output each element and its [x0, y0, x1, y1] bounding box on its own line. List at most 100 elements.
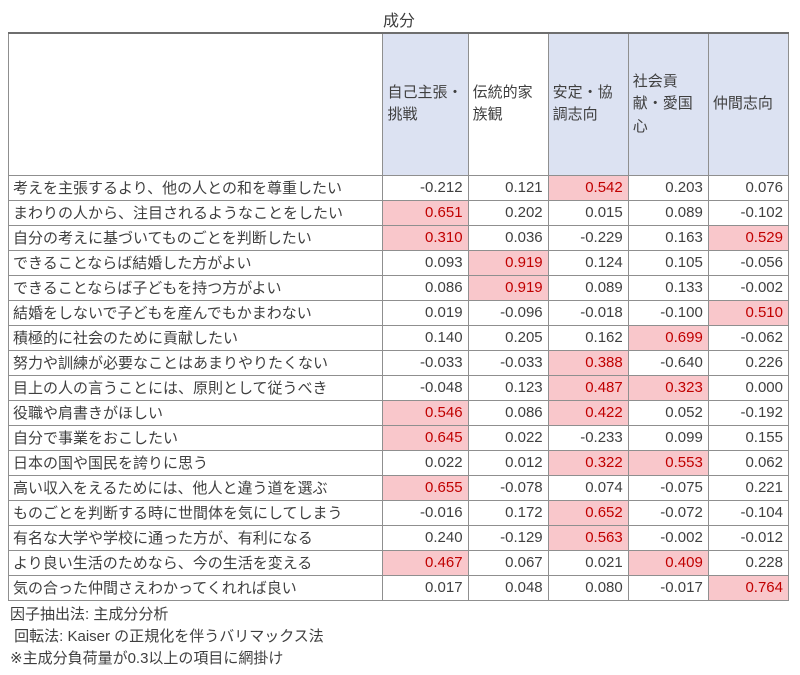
loading-value: 0.089 — [627, 199, 709, 226]
row-label: 高い収入をえるためには、他人と違う道を選ぶ — [7, 474, 384, 501]
loading-value: 0.651 — [382, 199, 469, 226]
row-label: 目上の人の言うことには、原則として従うべき — [7, 374, 384, 401]
loading-value: -0.640 — [627, 349, 709, 376]
table-row: ものごとを判断する時に世間体を気にしてしまう -0.016 0.172 0.652 -0… — [7, 499, 790, 526]
loading-value: -0.129 — [467, 524, 549, 551]
loading-value: 0.080 — [547, 574, 629, 601]
table-row: 努力や訓練が必要なことはあまりやりたくない -0.033 -0.033 0.388 -0… — [7, 349, 790, 376]
loading-value: 0.019 — [382, 299, 469, 326]
loading-value: 0.652 — [547, 499, 629, 526]
header-row: 自己主張・挑戦 伝統的家族観 安定・協調志向 社会貢献・愛国心 仲間志向 — [7, 32, 790, 176]
loading-value: 0.323 — [627, 374, 709, 401]
loading-value: -0.017 — [627, 574, 709, 601]
row-label: 日本の国や国民を誇りに思う — [7, 449, 384, 476]
loading-value: 0.086 — [467, 399, 549, 426]
loading-value: 0.228 — [707, 549, 790, 576]
loading-value: 0.388 — [547, 349, 629, 376]
loading-value: 0.409 — [627, 549, 709, 576]
row-label: 自分の考えに基づいてものごとを判断したい — [7, 224, 384, 251]
loading-value: 0.140 — [382, 324, 469, 351]
table-row: 積極的に社会のために貢献したい 0.140 0.205 0.162 0.699 -0.06… — [7, 324, 790, 351]
loading-value: 0.221 — [707, 474, 790, 501]
loading-value: -0.056 — [707, 249, 790, 276]
loading-value: 0.764 — [707, 574, 790, 601]
loading-value: -0.229 — [547, 224, 629, 251]
footnotes: 因子抽出法: 主成分分析 回転法: Kaiser の正規化を伴うバリマックス法 … — [10, 604, 800, 670]
table-row: まわりの人から、注目されるようなことをしたい 0.651 0.202 0.015 0.0… — [7, 199, 790, 226]
row-label: 考えを主張するより、他の人との和を尊重したい — [7, 174, 384, 201]
loading-value: -0.033 — [382, 349, 469, 376]
component-matrix-table: 自己主張・挑戦 伝統的家族観 安定・協調志向 社会貢献・愛国心 仲間志向 考えを主張する… — [7, 32, 790, 601]
loading-value: 0.553 — [627, 449, 709, 476]
loading-value: 0.036 — [467, 224, 549, 251]
table-title: 成分 — [382, 13, 415, 30]
row-label: まわりの人から、注目されるようなことをしたい — [7, 199, 384, 226]
loading-value: 0.542 — [547, 174, 629, 201]
loading-value: -0.192 — [707, 399, 790, 426]
loading-value: -0.072 — [627, 499, 709, 526]
loading-value: -0.002 — [627, 524, 709, 551]
loading-value: 0.017 — [382, 574, 469, 601]
footnote-rotation-method: 回転法: Kaiser の正規化を伴うバリマックス法 — [10, 627, 324, 645]
loading-value: 0.529 — [707, 224, 790, 251]
row-label: 努力や訓練が必要なことはあまりやりたくない — [7, 349, 384, 376]
loading-value: 0.162 — [547, 324, 629, 351]
loading-value: -0.075 — [627, 474, 709, 501]
row-label: 積極的に社会のために貢献したい — [7, 324, 384, 351]
table-row: 目上の人の言うことには、原則として従うべき -0.048 0.123 0.487 0.3… — [7, 374, 790, 401]
loading-value: 0.510 — [707, 299, 790, 326]
loading-value: 0.022 — [382, 449, 469, 476]
column-header-4: 社会貢献・愛国心 — [627, 32, 709, 176]
loading-value: 0.546 — [382, 399, 469, 426]
loading-value: 0.124 — [547, 249, 629, 276]
column-header-1: 自己主張・挑戦 — [382, 32, 469, 176]
column-header-2: 伝統的家族観 — [467, 32, 549, 176]
loading-value: -0.012 — [707, 524, 790, 551]
loading-value: 0.155 — [707, 424, 790, 451]
loading-value: 0.000 — [707, 374, 790, 401]
loading-value: -0.062 — [707, 324, 790, 351]
table-row: 日本の国や国民を誇りに思う 0.022 0.012 0.322 0.553 0.062 — [7, 449, 790, 476]
loading-value: -0.102 — [707, 199, 790, 226]
loading-value: 0.919 — [467, 249, 549, 276]
loading-value: 0.105 — [627, 249, 709, 276]
loading-value: 0.919 — [467, 274, 549, 301]
row-label: 自分で事業をおこしたい — [7, 424, 384, 451]
loading-value: 0.563 — [547, 524, 629, 551]
loading-value: 0.202 — [467, 199, 549, 226]
table-row: 有名な大学や学校に通った方が、有利になる 0.240 -0.129 0.563 -0.0… — [7, 524, 790, 551]
loading-value: 0.086 — [382, 274, 469, 301]
loading-value: 0.645 — [382, 424, 469, 451]
loading-value: 0.699 — [627, 324, 709, 351]
loading-value: 0.121 — [467, 174, 549, 201]
loading-value: -0.018 — [547, 299, 629, 326]
row-label: 有名な大学や学校に通った方が、有利になる — [7, 524, 384, 551]
loading-value: -0.212 — [382, 174, 469, 201]
loading-value: 0.015 — [547, 199, 629, 226]
table-body: 考えを主張するより、他の人との和を尊重したい -0.212 0.121 0.542 0.… — [7, 174, 790, 601]
row-label: できることならば結婚した方がよい — [7, 249, 384, 276]
loading-value: 0.240 — [382, 524, 469, 551]
loading-value: 0.048 — [467, 574, 549, 601]
loading-value: 0.062 — [707, 449, 790, 476]
loading-value: 0.099 — [627, 424, 709, 451]
loading-value: 0.226 — [707, 349, 790, 376]
loading-value: 0.133 — [627, 274, 709, 301]
loading-value: -0.033 — [467, 349, 549, 376]
loading-value: 0.467 — [382, 549, 469, 576]
table-row: 考えを主張するより、他の人との和を尊重したい -0.212 0.121 0.542 0.… — [7, 174, 790, 201]
column-header-5: 仲間志向 — [707, 32, 790, 176]
loading-value: 0.655 — [382, 474, 469, 501]
footnote-shading-note: ※主成分負荷量が0.3以上の項目に網掛け — [10, 649, 284, 667]
loading-value: -0.104 — [707, 499, 790, 526]
loading-value: 0.172 — [467, 499, 549, 526]
loading-value: 0.093 — [382, 249, 469, 276]
row-label: 役職や肩書きがほしい — [7, 399, 384, 426]
loading-value: 0.089 — [547, 274, 629, 301]
loading-value: -0.078 — [467, 474, 549, 501]
row-label: 気の合った仲間さえわかってくれれば良い — [7, 574, 384, 601]
row-label: できることならば子どもを持つ方がよい — [7, 274, 384, 301]
loading-value: 0.123 — [467, 374, 549, 401]
table-row: 役職や肩書きがほしい 0.546 0.086 0.422 0.052 -0.192 — [7, 399, 790, 426]
